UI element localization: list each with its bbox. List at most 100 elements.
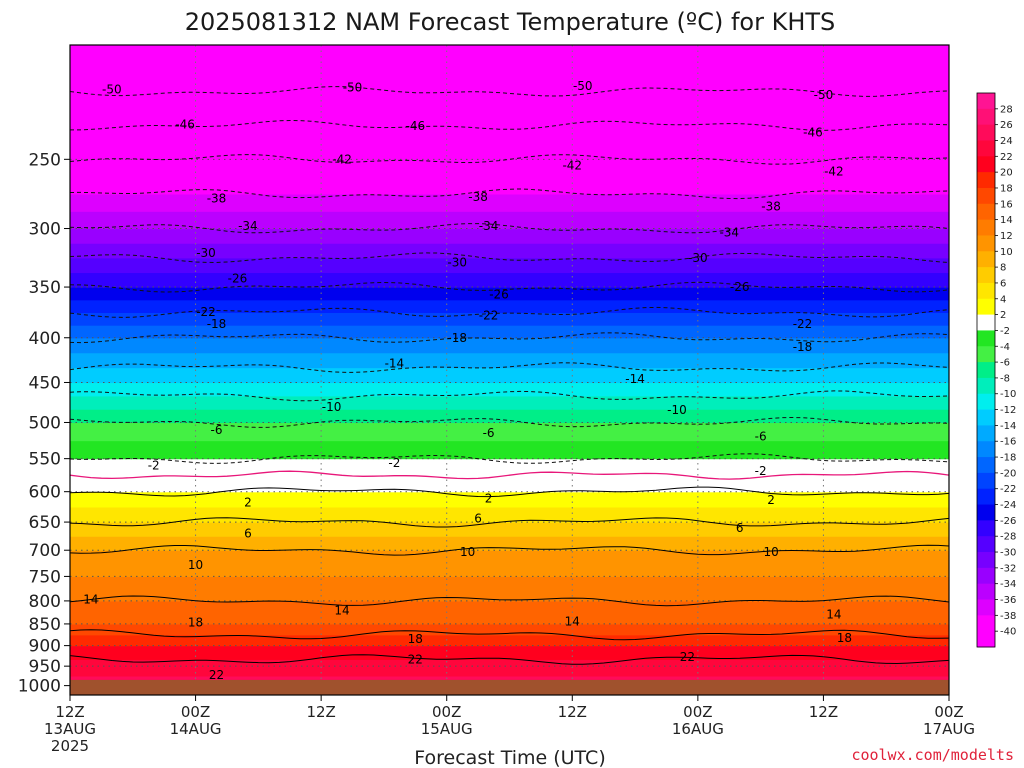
temperature-band (70, 440, 949, 460)
contour-label: -22 (793, 317, 813, 331)
colorbar-label: -34 (1000, 579, 1016, 590)
contour-label: -2 (755, 464, 767, 478)
contour-label: -42 (332, 152, 352, 166)
colorbar-swatch (977, 346, 995, 363)
contour-label: -14 (385, 356, 405, 370)
temperature-band (70, 352, 949, 369)
y-tick-label: 250 (29, 150, 61, 170)
y-tick-label: 600 (29, 483, 61, 503)
colorbar-swatch (977, 377, 995, 395)
x-tick-label: 12Z (558, 703, 587, 721)
y-tick-label: 650 (29, 513, 61, 533)
x-tick-label: 00Z (432, 703, 461, 721)
x-tick-label: 00Z (934, 703, 963, 721)
contour-label: -34 (479, 219, 499, 233)
x-tick-label: 00Z (181, 703, 210, 721)
contour-label: 14 (334, 603, 349, 617)
contour-label: -34 (719, 225, 739, 239)
colorbar-label: -10 (1000, 389, 1016, 400)
colorbar-swatch (977, 536, 995, 553)
y-tick-label: 950 (29, 657, 61, 677)
contour-label: -18 (207, 317, 227, 331)
temperature-band (70, 312, 949, 326)
credit-text[interactable]: coolwx.com/modelts (851, 746, 1014, 764)
colorbar-swatch (977, 172, 995, 189)
temperature-band (70, 257, 949, 274)
colorbar-swatch (977, 298, 995, 316)
contour-label: -26 (730, 280, 750, 294)
contour-label: -50 (573, 79, 593, 93)
colorbar-swatch (977, 156, 995, 173)
colorbar-swatch (977, 93, 995, 110)
colorbar-label: 28 (1000, 104, 1013, 115)
temperature-band (70, 193, 949, 212)
temperature-band (70, 600, 949, 625)
contour-label: -10 (322, 400, 342, 414)
contour-label: -6 (755, 430, 767, 444)
temperature-band (70, 409, 949, 424)
contour-label: -42 (562, 158, 582, 172)
y-tick-label: 900 (29, 637, 61, 657)
contour-label: -38 (761, 199, 781, 213)
contour-label: -50 (102, 82, 122, 96)
colorbar-label: -28 (1000, 532, 1016, 543)
contour-label: -30 (447, 255, 467, 269)
y-tick-label: 400 (29, 329, 61, 349)
colorbar-swatch (977, 425, 995, 442)
colorbar-label: 4 (1000, 294, 1006, 305)
colorbar-label: -32 (1000, 563, 1016, 574)
contour-label: -46 (175, 117, 195, 131)
temperature-band (70, 228, 949, 244)
ground-layer (70, 679, 949, 695)
contour-label: 22 (408, 653, 423, 667)
contour-label: 14 (565, 615, 580, 629)
colorbar-label: 12 (1000, 231, 1013, 242)
contour-label: -42 (824, 164, 844, 178)
contour-label: 6 (736, 521, 744, 535)
contour-label: 10 (188, 558, 203, 572)
y-tick-label: 350 (29, 278, 61, 298)
colorbar-swatch (977, 567, 995, 585)
temperature-band (70, 550, 949, 578)
contour-label: -50 (343, 81, 363, 95)
contour-label: -18 (447, 331, 467, 345)
contour-label: 14 (83, 592, 98, 606)
y-tick-label: 850 (29, 615, 61, 635)
contour-label: -38 (468, 190, 488, 204)
colorbar-swatch (977, 282, 995, 300)
temperature-band (70, 367, 949, 384)
temperature-band (70, 422, 949, 442)
colorbar-swatch (977, 187, 995, 205)
colorbar-label: 24 (1000, 136, 1013, 147)
y-tick-label: 300 (29, 220, 61, 240)
colorbar-label: 8 (1000, 263, 1006, 274)
x-tick-label: 13AUG (44, 720, 96, 738)
colorbar-label: 10 (1000, 247, 1013, 258)
colorbar-label: -38 (1000, 611, 1016, 622)
temperature-band (70, 325, 949, 339)
contour-label: 22 (209, 668, 224, 682)
contour-label: -2 (388, 456, 400, 470)
temperature-band (70, 522, 949, 537)
temperature-band (70, 382, 949, 397)
contour-label: 2 (244, 495, 252, 509)
temperature-band (70, 576, 949, 602)
x-tick-label: 12Z (809, 703, 838, 721)
colorbar-label: 26 (1000, 120, 1013, 131)
colorbar-label: 22 (1000, 152, 1013, 163)
colorbar-label: -2 (1000, 326, 1010, 337)
colorbar-label: 18 (1000, 183, 1013, 194)
temperature-band (70, 623, 949, 636)
temperature-band (70, 211, 949, 230)
colorbar-label: -22 (1000, 484, 1016, 495)
colorbar-swatch (977, 251, 995, 268)
colorbar-swatch (977, 457, 995, 474)
x-tick-label: 14AUG (170, 720, 222, 738)
chart-title: 2025081312 NAM Forecast Temperature (ºC)… (185, 8, 836, 36)
y-tick-label: 500 (29, 413, 61, 433)
contour-label: 10 (763, 545, 778, 559)
colorbar-swatch (977, 140, 995, 157)
x-axis-title: Forecast Time (UTC) (414, 747, 605, 768)
freezing-line (70, 470, 949, 480)
